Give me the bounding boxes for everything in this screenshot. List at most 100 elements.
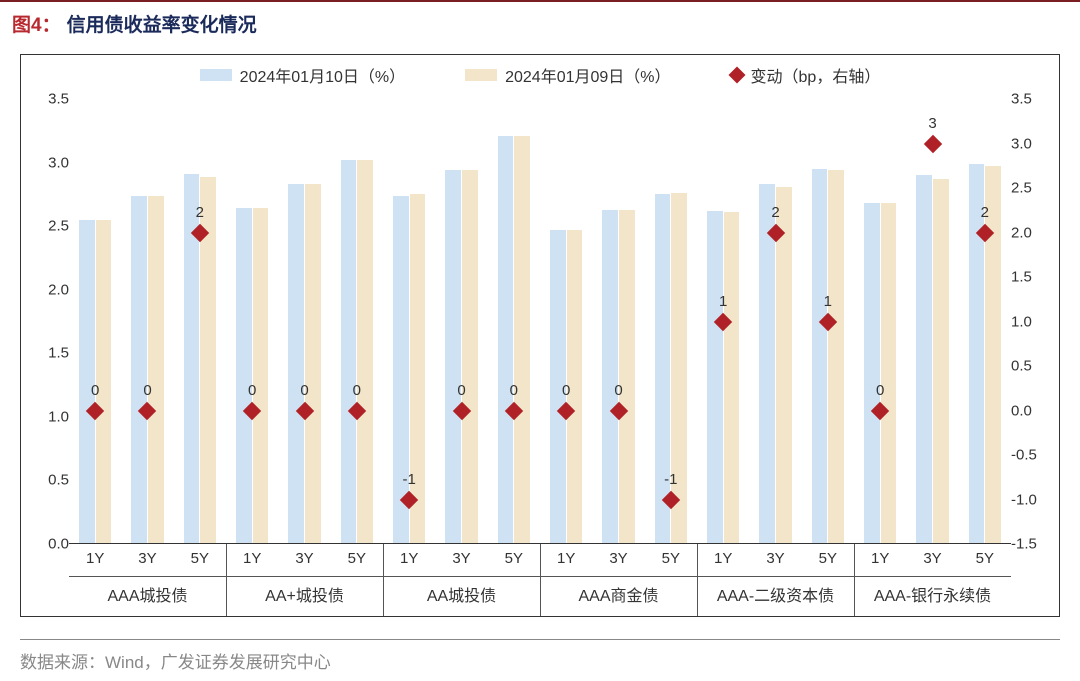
legend-label-2: 2024年01月09日（%） [505,63,670,87]
legend-item-series2: 2024年01月09日（%） [465,61,670,89]
change-label: 1 [719,293,727,310]
bar-series2 [671,193,687,544]
x-group-label: AAA-二级资本债 [717,582,834,606]
change-label: -1 [402,471,415,488]
y-right-tick: 0.0 [1011,402,1055,419]
bar-series1 [131,196,147,544]
y-right-tick: -0.5 [1011,447,1055,464]
bar-series2 [410,194,426,544]
bar-series2 [724,212,740,544]
y-left-tick: 3.0 [25,154,69,171]
bar-series1 [445,170,461,544]
bar-series2 [148,196,164,544]
y-right-tick: 0.5 [1011,358,1055,375]
change-label: 0 [91,382,99,399]
x-sub-label: 1Y [714,550,732,567]
x-sub-label: 5Y [662,550,680,567]
bar-series1 [236,208,252,544]
legend-swatch-2 [465,69,497,81]
group-divider [854,544,855,616]
bar-series1 [288,184,304,544]
bar-series2 [357,160,373,544]
y-right-tick: 2.0 [1011,224,1055,241]
x-sub-label: 1Y [400,550,418,567]
change-label: 1 [824,293,832,310]
legend: 2024年01月10日（%） 2024年01月09日（%） 变动（bp，右轴） [21,61,1059,89]
y-left-tick: 1.0 [25,408,69,425]
y-right-tick: 1.5 [1011,269,1055,286]
y-left-tick: 2.5 [25,218,69,235]
legend-label-1: 2024年01月10日（%） [240,63,405,87]
change-label: 2 [981,204,989,221]
x-sub-label: 5Y [191,550,209,567]
bar-series1 [812,169,828,544]
bar-series2 [828,170,844,544]
y-right-tick: 3.0 [1011,135,1055,152]
change-label: 0 [143,382,151,399]
y-right-tick: -1.0 [1011,491,1055,508]
x-group-label: AA+城投债 [265,582,344,606]
change-label: -1 [664,471,677,488]
bar-series2 [881,203,897,544]
y-left-tick: 2.0 [25,281,69,298]
x-sub-label: 1Y [86,550,104,567]
bar-series2 [776,187,792,544]
change-label: 2 [771,204,779,221]
x-group-label: AA城投债 [427,582,496,606]
bar-series2 [985,166,1001,544]
x-group-label: AAA-银行永续债 [874,582,991,606]
x-group-label: AAA城投债 [107,582,187,606]
x-sub-label: 5Y [819,550,837,567]
source-text: 数据来源：Wind，广发证券发展研究中心 [20,653,331,672]
change-label: 2 [196,204,204,221]
bar-series1 [916,175,932,544]
y-axis-right: -1.5-1.0-0.50.00.51.01.52.02.53.03.5 [1011,99,1055,544]
figure-title: 信用债收益率变化情况 [67,15,257,36]
bar-series2 [305,184,321,544]
bar-series2 [933,179,949,544]
change-label: 0 [562,382,570,399]
bar-series1 [498,136,514,544]
legend-swatch-1 [200,69,232,81]
change-label: 0 [353,382,361,399]
y-left-tick: 0.5 [25,472,69,489]
plot-region: 002000-10000-1121032 [69,99,1011,544]
change-label: 0 [510,382,518,399]
change-label: 3 [928,115,936,132]
group-divider [383,544,384,616]
group-divider [540,544,541,616]
figure-label: 图4： [12,15,61,36]
y-right-tick: -1.5 [1011,536,1055,553]
y-right-tick: 2.5 [1011,180,1055,197]
x-sub-label: 1Y [871,550,889,567]
y-axis-left: 0.00.51.01.52.02.53.03.5 [25,99,69,544]
y-right-tick: 3.5 [1011,91,1055,108]
x-sub-label: 3Y [138,550,156,567]
bar-series2 [253,208,269,544]
change-label: 0 [876,382,884,399]
x-sub-label: 1Y [243,550,261,567]
y-left-tick: 1.5 [25,345,69,362]
change-label: 0 [457,382,465,399]
bar-series2 [462,170,478,544]
x-sub-label: 3Y [923,550,941,567]
source-line: 数据来源：Wind，广发证券发展研究中心 [20,639,1060,673]
x-group-divider-line [69,576,1011,577]
x-sub-label: 5Y [976,550,994,567]
bar-series1 [707,211,723,544]
change-label: 0 [300,382,308,399]
x-sub-label: 5Y [505,550,523,567]
x-sub-label: 3Y [766,550,784,567]
x-axis-groups: AAA城投债1Y3Y5YAA+城投债1Y3Y5YAA城投债1Y3Y5YAAA商金… [69,544,1011,616]
title-bar: 图4： 信用债收益率变化情况 [0,0,1080,41]
chart-area: 2024年01月10日（%） 2024年01月09日（%） 变动（bp，右轴） … [20,54,1060,617]
figure-container: 图4： 信用债收益率变化情况 2024年01月10日（%） 2024年01月09日… [0,0,1080,681]
group-divider [226,544,227,616]
x-sub-label: 3Y [295,550,313,567]
x-group-label: AAA商金债 [578,582,658,606]
y-left-tick: 0.0 [25,536,69,553]
change-marker [923,134,941,152]
bar-series1 [864,203,880,544]
bar-series1 [602,210,618,544]
group-divider [697,544,698,616]
